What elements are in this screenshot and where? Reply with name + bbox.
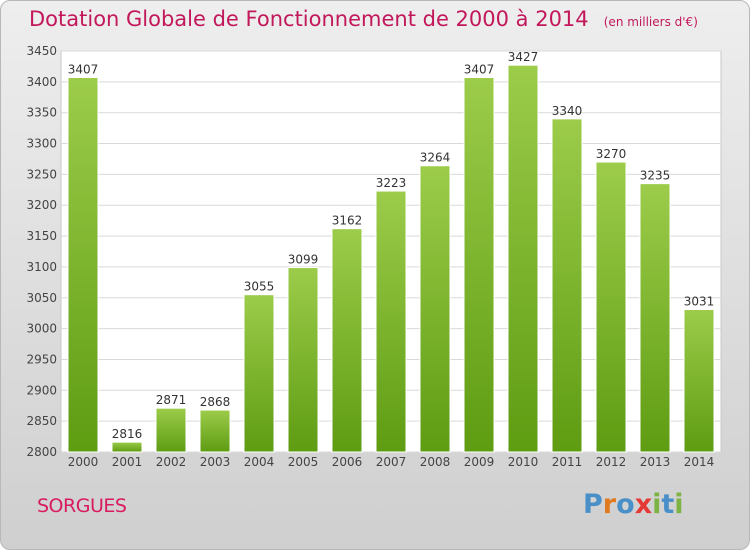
bar-2001 <box>111 441 143 453</box>
bar-value-label: 3270 <box>596 147 627 161</box>
bar-value-label: 2868 <box>200 395 231 409</box>
bar-value-label: 3235 <box>640 169 671 183</box>
bars <box>67 64 715 453</box>
y-tick-label: 2900 <box>26 383 57 397</box>
bar-value-label: 3223 <box>376 176 407 190</box>
x-tick-label: 2009 <box>464 455 495 469</box>
x-tick-label: 2011 <box>552 455 583 469</box>
bar-2004 <box>243 294 275 453</box>
logo-letter: P <box>583 489 603 520</box>
title-row: Dotation Globale de Fonctionnement de 20… <box>29 7 698 31</box>
chart-unit: (en milliers d'€) <box>603 15 698 29</box>
x-tick-label: 2010 <box>508 455 539 469</box>
bar-value-label: 3340 <box>552 104 583 118</box>
bar-2014 <box>683 308 715 453</box>
x-tick-label: 2006 <box>332 455 363 469</box>
bar-value-label: 3407 <box>68 63 99 77</box>
bar-value-label: 3031 <box>684 294 715 308</box>
x-tick-label: 2004 <box>244 455 275 469</box>
y-tick-label: 3150 <box>26 229 57 243</box>
bar-2013 <box>639 183 671 453</box>
y-tick-label: 3050 <box>26 291 57 305</box>
y-tick-label: 3000 <box>26 322 57 336</box>
value-labels: 3407 2816 2871 2868 3055 3099 3162 3223 3264 3407… <box>68 50 715 441</box>
bar-value-label: 3162 <box>332 214 363 228</box>
logo-letter: o <box>616 489 635 520</box>
x-tick-label: 2003 <box>200 455 231 469</box>
y-tick-label: 3250 <box>26 167 57 181</box>
y-tick-label: 3100 <box>26 260 57 274</box>
bar-value-label: 3055 <box>244 280 275 294</box>
bar-value-label: 2871 <box>156 393 187 407</box>
bar-2008 <box>419 165 451 453</box>
y-tick-label: 3300 <box>26 137 57 151</box>
x-tick-label: 2012 <box>596 455 627 469</box>
logo-letter: x <box>634 489 653 520</box>
logo-letter: i <box>652 489 662 520</box>
bar-value-label: 3427 <box>508 50 539 64</box>
bar-2000 <box>67 77 99 453</box>
bar-value-label: 3099 <box>288 253 319 267</box>
y-tick-label: 2800 <box>26 445 57 459</box>
bar-2009 <box>463 77 495 453</box>
logo-letter: t <box>661 489 675 520</box>
x-axis-ticks: 2000 2001 2002 2003 2004 2005 2006 2007 2008 2009… <box>68 455 715 469</box>
y-tick-label: 3450 <box>26 44 57 58</box>
bar-2007 <box>375 190 407 453</box>
bar-value-label: 3264 <box>420 151 451 165</box>
bar-2010 <box>507 64 539 453</box>
bar-2011 <box>551 118 583 453</box>
y-tick-label: 2950 <box>26 352 57 366</box>
bar-2012 <box>595 161 627 453</box>
x-tick-label: 2002 <box>156 455 187 469</box>
x-tick-label: 2013 <box>640 455 671 469</box>
logo-letter: i <box>674 489 684 520</box>
bar-2002 <box>155 407 187 453</box>
x-tick-label: 2000 <box>68 455 99 469</box>
y-tick-label: 3350 <box>26 106 57 120</box>
y-tick-label: 3200 <box>26 198 57 212</box>
bar-value-label: 2816 <box>112 427 143 441</box>
y-axis-ticks: 2800 2850 2900 2950 3000 3050 3100 3150 3200 3250… <box>26 44 57 459</box>
bar-value-label: 3407 <box>464 63 495 77</box>
x-tick-label: 2007 <box>376 455 407 469</box>
logo-letter: r <box>602 489 617 520</box>
bar-2005 <box>287 267 319 453</box>
x-tick-label: 2008 <box>420 455 451 469</box>
x-tick-label: 2005 <box>288 455 319 469</box>
bar-2006 <box>331 228 363 453</box>
bar-2003 <box>199 409 231 453</box>
y-tick-label: 2850 <box>26 414 57 428</box>
chart-title: Dotation Globale de Fonctionnement de 20… <box>29 7 589 31</box>
y-tick-label: 3400 <box>26 75 57 89</box>
x-tick-label: 2014 <box>684 455 715 469</box>
commune-name: SORGUES <box>37 495 127 517</box>
proxiti-logo[interactable]: Proxiti <box>583 489 684 520</box>
x-tick-label: 2001 <box>112 455 143 469</box>
